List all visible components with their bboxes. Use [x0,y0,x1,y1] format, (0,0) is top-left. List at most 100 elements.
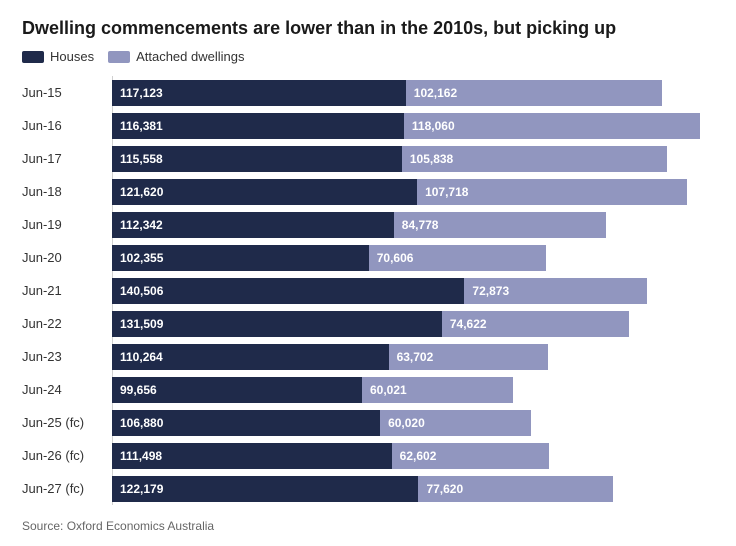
bar-area: 110,264 63,702 [112,340,714,373]
row-label: Jun-19 [22,217,112,232]
bar-value-houses: 140,506 [120,284,163,298]
bar-attached: 60,020 [380,410,531,436]
bar-attached: 72,873 [464,278,647,304]
bar-value-attached: 60,021 [370,383,407,397]
bar-houses: 140,506 [112,278,464,304]
row-label: Jun-23 [22,349,112,364]
bar-attached: 84,778 [394,212,607,238]
bar-value-houses: 99,656 [120,383,157,397]
legend-item-attached: Attached dwellings [108,49,244,64]
row-label: Jun-24 [22,382,112,397]
bar-value-houses: 111,498 [120,449,162,463]
bar-attached: 70,606 [369,245,546,271]
bar-houses: 117,123 [112,80,406,106]
legend-item-houses: Houses [22,49,94,64]
chart-row: Jun-24 99,656 60,021 [22,373,714,406]
legend-label-houses: Houses [50,49,94,64]
chart-row: Jun-22 131,509 74,622 [22,307,714,340]
bar-houses: 116,381 [112,113,404,139]
bar-attached: 74,622 [442,311,629,337]
bar-value-attached: 84,778 [402,218,439,232]
bar-area: 99,656 60,021 [112,373,714,406]
chart-row: Jun-21 140,506 72,873 [22,274,714,307]
chart-row: Jun-17 115,558 105,838 [22,142,714,175]
legend: Houses Attached dwellings [22,49,714,64]
bar-attached: 63,702 [389,344,549,370]
chart-row: Jun-15 117,123 102,162 [22,76,714,109]
bar-area: 117,123 102,162 [112,76,714,109]
row-label: Jun-26 (fc) [22,448,112,463]
bar-value-houses: 112,342 [120,218,163,232]
bar-area: 106,880 60,020 [112,406,714,439]
bar-houses: 131,509 [112,311,442,337]
bar-attached: 118,060 [404,113,700,139]
bar-value-houses: 117,123 [120,86,163,100]
row-label: Jun-21 [22,283,112,298]
bar-value-attached: 74,622 [450,317,487,331]
bar-attached: 77,620 [418,476,613,502]
bar-value-attached: 107,718 [425,185,468,199]
legend-label-attached: Attached dwellings [136,49,244,64]
row-label: Jun-25 (fc) [22,415,112,430]
chart-row: Jun-23 110,264 63,702 [22,340,714,373]
bar-attached: 102,162 [406,80,662,106]
bar-area: 116,381 118,060 [112,109,714,142]
bar-area: 111,498 62,602 [112,439,714,472]
bar-value-houses: 121,620 [120,185,163,199]
legend-swatch-houses [22,51,44,63]
bar-houses: 112,342 [112,212,394,238]
bar-value-attached: 118,060 [412,119,455,133]
bar-value-attached: 63,702 [397,350,434,364]
bar-area: 102,355 70,606 [112,241,714,274]
chart-row: Jun-16 116,381 118,060 [22,109,714,142]
bar-area: 112,342 84,778 [112,208,714,241]
bar-houses: 122,179 [112,476,418,502]
bar-value-houses: 110,264 [120,350,163,364]
source-text: Source: Oxford Economics Australia [22,519,714,533]
bar-value-attached: 102,162 [414,86,457,100]
row-label: Jun-22 [22,316,112,331]
bar-value-attached: 77,620 [426,482,463,496]
bar-attached: 105,838 [402,146,667,172]
bar-houses: 106,880 [112,410,380,436]
bar-value-attached: 72,873 [472,284,509,298]
chart-rows: Jun-15 117,123 102,162 Jun-16 116,381 118,060… [22,76,714,505]
bar-attached: 60,021 [362,377,513,403]
bar-value-houses: 115,558 [120,152,163,166]
bar-area: 131,509 74,622 [112,307,714,340]
legend-swatch-attached [108,51,130,63]
row-label: Jun-15 [22,85,112,100]
bar-houses: 102,355 [112,245,369,271]
bar-value-attached: 105,838 [410,152,453,166]
chart-row: Jun-19 112,342 84,778 [22,208,714,241]
bar-value-houses: 131,509 [120,317,163,331]
bar-area: 115,558 105,838 [112,142,714,175]
bar-attached: 62,602 [392,443,549,469]
chart-row: Jun-20 102,355 70,606 [22,241,714,274]
row-label: Jun-17 [22,151,112,166]
row-label: Jun-16 [22,118,112,133]
bar-houses: 110,264 [112,344,389,370]
row-label: Jun-18 [22,184,112,199]
chart-row: Jun-26 (fc) 111,498 62,602 [22,439,714,472]
chart-row: Jun-18 121,620 107,718 [22,175,714,208]
chart-row: Jun-25 (fc)106,880 60,020 [22,406,714,439]
bar-houses: 111,498 [112,443,392,469]
chart-title: Dwelling commencements are lower than in… [22,18,714,39]
bar-value-houses: 116,381 [120,119,163,133]
bar-houses: 115,558 [112,146,402,172]
row-label: Jun-20 [22,250,112,265]
bar-value-houses: 122,179 [120,482,163,496]
bar-houses: 121,620 [112,179,417,205]
chart-row: Jun-27 (fc) 122,179 77,620 [22,472,714,505]
chart-area: Jun-15 117,123 102,162 Jun-16 116,381 118,060… [22,76,714,505]
bar-value-attached: 60,020 [388,416,425,430]
bar-value-houses: 102,355 [120,251,163,265]
bar-value-attached: 62,602 [400,449,437,463]
bar-attached: 107,718 [417,179,687,205]
bar-area: 140,506 72,873 [112,274,714,307]
bar-area: 121,620 107,718 [112,175,714,208]
bar-area: 122,179 77,620 [112,472,714,505]
bar-value-attached: 70,606 [377,251,414,265]
row-label: Jun-27 (fc) [22,481,112,496]
